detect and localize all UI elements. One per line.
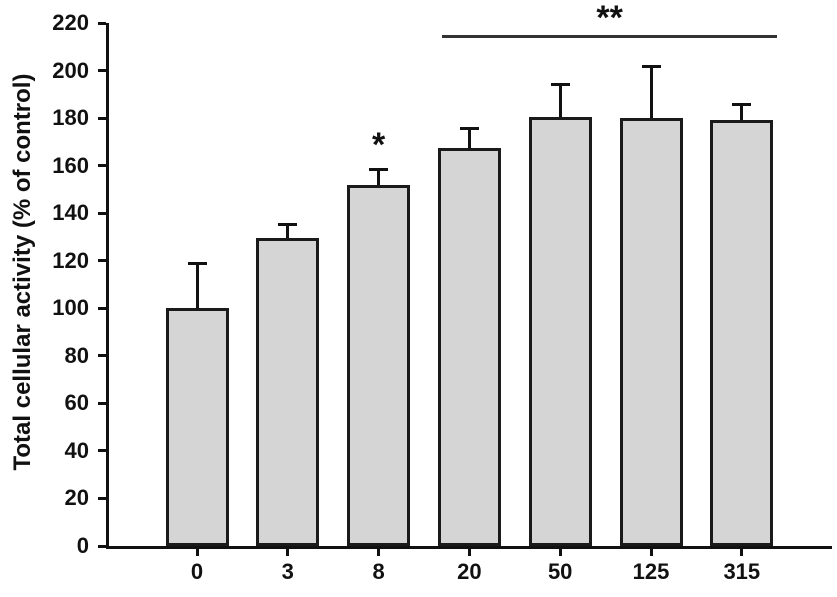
x-tick-label: 125	[632, 559, 670, 584]
y-tick-label: 20	[64, 485, 89, 511]
error-bar-whisker	[467, 127, 471, 148]
error-bar-whisker	[377, 169, 381, 185]
significance-star: *	[371, 126, 386, 165]
x-tick	[195, 549, 199, 556]
y-tick	[98, 164, 106, 168]
y-tick-label: 140	[52, 200, 89, 226]
y-tick	[98, 116, 106, 120]
x-tick-label: 3	[281, 559, 294, 584]
x-tick-label: 0	[190, 559, 204, 584]
y-tick	[98, 21, 106, 25]
y-tick-label: 80	[64, 342, 89, 368]
y-tick	[98, 496, 106, 500]
bar	[165, 308, 229, 546]
bar	[437, 147, 501, 546]
x-tick-label: 50	[547, 559, 573, 584]
y-tick	[98, 259, 106, 263]
plot-area: 0 20 40 60 80 100 120 140 160 180 200 220 0 3 8 20 50 125…	[52, 0, 832, 584]
error-bar-cap	[187, 262, 207, 266]
x-tick	[558, 549, 562, 556]
error-bar-whisker	[740, 103, 744, 121]
error-bar-cap	[369, 168, 389, 172]
error-bar-cap	[641, 64, 661, 68]
x-tick-label: 315	[723, 559, 761, 584]
y-tick-label: 40	[64, 437, 89, 463]
y-tick	[98, 401, 106, 405]
bar	[347, 184, 411, 546]
bar	[256, 238, 320, 546]
error-bar-whisker	[195, 263, 199, 309]
error-bar-cap	[732, 102, 752, 106]
bar	[619, 118, 683, 546]
x-tick-label: 20	[457, 559, 482, 584]
y-tick-label: 180	[52, 105, 89, 131]
y-tick-label: 60	[64, 390, 89, 416]
x-tick	[286, 549, 290, 556]
significance-star: **	[596, 0, 623, 37]
y-tick-label: 100	[52, 295, 89, 321]
y-tick-label: 200	[52, 57, 89, 83]
bar	[528, 116, 592, 546]
y-tick	[98, 211, 106, 215]
error-bar-cap	[550, 82, 570, 86]
y-tick-label: 120	[52, 247, 89, 273]
x-tick	[740, 549, 744, 556]
y-tick-label: 160	[52, 152, 89, 178]
y-tick	[98, 354, 106, 358]
significance-bracket	[441, 35, 778, 38]
y-tick	[98, 69, 106, 73]
y-tick	[98, 306, 106, 310]
y-tick	[98, 449, 106, 453]
error-bar-whisker	[558, 83, 562, 117]
error-bar-cap	[459, 126, 479, 130]
x-tick	[649, 549, 653, 556]
y-tick-label: 220	[52, 10, 89, 35]
x-tick	[377, 549, 381, 556]
error-bar-whisker	[286, 223, 290, 239]
y-tick	[98, 544, 106, 548]
error-bar-whisker	[649, 65, 653, 119]
error-bar-cap	[278, 222, 298, 226]
y-tick-label: 0	[76, 533, 89, 558]
x-tick	[467, 549, 471, 556]
bar	[710, 120, 774, 546]
x-tick-label: 8	[372, 559, 385, 584]
